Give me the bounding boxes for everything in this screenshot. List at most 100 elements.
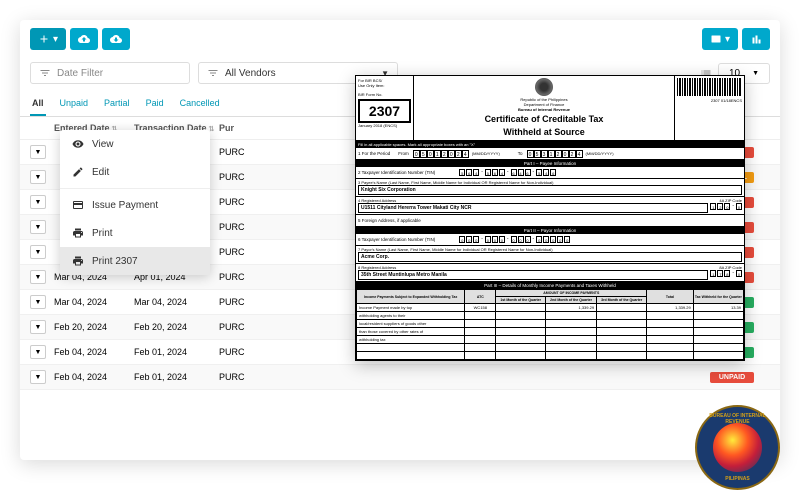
toolbar: ▾ ▾ <box>20 20 780 58</box>
cell-transaction: Feb 20, 2024 <box>134 322 219 332</box>
barcode <box>677 78 742 96</box>
row-expand-button[interactable]: ▼ <box>30 195 46 209</box>
digit-box: 0 <box>527 150 534 158</box>
row-expand-button[interactable]: ▼ <box>30 245 46 259</box>
row-expand-button[interactable]: ▼ <box>30 320 46 334</box>
cell-ref: PURC <box>219 272 269 282</box>
print-icon <box>72 227 84 239</box>
menu-edit[interactable]: Edit <box>60 158 210 186</box>
digit-box: 2 <box>555 150 562 158</box>
digit-box: 4 <box>499 169 505 176</box>
row-context-menu: View Edit Issue Payment Print Print 2307 <box>60 130 210 275</box>
cell-ref: PURC <box>219 372 269 382</box>
cell-ref: PURC <box>219 147 269 157</box>
digit-box: 0 <box>413 150 420 158</box>
digit-box: 0 <box>536 236 542 243</box>
cell-ref: PURC <box>219 322 269 332</box>
card-icon <box>710 33 722 45</box>
upload-button[interactable] <box>70 28 98 50</box>
digit-box: 1 <box>710 270 716 277</box>
digit-box: 0 <box>427 150 434 158</box>
digit-box: 4 <box>473 169 479 176</box>
row-expand-button[interactable]: ▼ <box>30 220 46 234</box>
eye-icon <box>72 138 84 150</box>
digit-box: 5 <box>485 169 491 176</box>
cell-entered: Mar 04, 2024 <box>54 297 134 307</box>
digit-box: 0 <box>736 270 742 277</box>
menu-print-2307[interactable]: Print 2307 <box>60 247 210 275</box>
form-number: 2307 <box>362 103 407 119</box>
tab-paid[interactable]: Paid <box>144 92 166 116</box>
digit-box: 4 <box>543 169 549 176</box>
bir-logo-icon <box>535 78 553 96</box>
pencil-icon <box>72 166 84 178</box>
menu-issue-payment[interactable]: Issue Payment <box>60 191 210 219</box>
row-expand-button[interactable]: ▼ <box>30 295 46 309</box>
payment-icon <box>72 199 84 211</box>
cell-ref: PURC <box>219 247 269 257</box>
digit-box: 6 <box>466 169 472 176</box>
digit-box: 2 <box>569 150 576 158</box>
bir-seal-logo: BUREAU OF INTERNAL REVENUE PILIPINAS <box>695 405 780 490</box>
digit-box: 0 <box>473 236 479 243</box>
vendor-filter-value: All Vendors <box>225 68 276 79</box>
digit-box: 8 <box>724 270 730 277</box>
digit-box: 4 <box>576 150 583 158</box>
row-expand-button[interactable]: ▼ <box>30 145 46 159</box>
income-payments-table: Income Payments Subject to Expanded With… <box>356 289 744 360</box>
digit-box: 7 <box>717 270 723 277</box>
digit-box: 4 <box>462 150 469 158</box>
digit-box: 1 <box>710 203 716 210</box>
digit-box: 5 <box>536 169 542 176</box>
digit-box: 0 <box>492 236 498 243</box>
tab-all[interactable]: All <box>30 92 46 116</box>
row-expand-button[interactable]: ▼ <box>30 370 46 384</box>
digit-box: 0 <box>564 236 570 243</box>
tab-partial[interactable]: Partial <box>102 92 132 116</box>
digit-box: 0 <box>518 236 524 243</box>
menu-view[interactable]: View <box>60 130 210 158</box>
chevron-down-icon: ▼ <box>752 70 759 77</box>
cell-ref: PURC <box>219 222 269 232</box>
digit-box: 4 <box>518 169 524 176</box>
digit-box: 5 <box>534 150 541 158</box>
cell-ref: PURC <box>219 172 269 182</box>
digit-box: 1 <box>434 150 441 158</box>
digit-box: 0 <box>724 203 730 210</box>
row-expand-button[interactable]: ▼ <box>30 170 46 184</box>
digit-box: 1 <box>548 150 555 158</box>
date-filter-placeholder: Date Filter <box>57 68 103 79</box>
digit-box: 0 <box>525 236 531 243</box>
cell-transaction: Feb 01, 2024 <box>134 347 219 357</box>
table-row[interactable]: ▼ Feb 04, 2024 Feb 01, 2024 PURC UNPAID <box>20 365 780 390</box>
digit-box: 0 <box>736 203 742 210</box>
row-expand-button[interactable]: ▼ <box>30 270 46 284</box>
date-filter[interactable]: Date Filter <box>30 62 190 84</box>
digit-box: 0 <box>448 150 455 158</box>
status-badge: UNPAID <box>710 372 754 383</box>
cloud-up-icon <box>78 33 90 45</box>
digit-box: 0 <box>466 236 472 243</box>
view-chart-button[interactable] <box>742 28 770 50</box>
chart-icon <box>750 33 762 45</box>
col-ref[interactable]: Pur <box>219 123 234 133</box>
toolbar-left: ▾ <box>30 28 130 50</box>
digit-box: 6 <box>492 169 498 176</box>
digit-box: 5 <box>459 169 465 176</box>
digit-box: 6 <box>550 169 556 176</box>
cell-transaction: Mar 04, 2024 <box>134 297 219 307</box>
download-button[interactable] <box>102 28 130 50</box>
digit-box: 3 <box>541 150 548 158</box>
plus-icon <box>38 33 50 45</box>
view-card-button[interactable]: ▾ <box>702 28 738 50</box>
tab-cancelled[interactable]: Cancelled <box>178 92 222 116</box>
menu-print[interactable]: Print <box>60 219 210 247</box>
row-expand-button[interactable]: ▼ <box>30 345 46 359</box>
digit-box: 0 <box>557 236 563 243</box>
tab-unpaid[interactable]: Unpaid <box>58 92 91 116</box>
print-icon <box>72 255 84 267</box>
digit-box: 0 <box>543 236 549 243</box>
add-button[interactable]: ▾ <box>30 28 66 50</box>
cell-ref: PURC <box>219 297 269 307</box>
filter-icon <box>207 67 219 79</box>
